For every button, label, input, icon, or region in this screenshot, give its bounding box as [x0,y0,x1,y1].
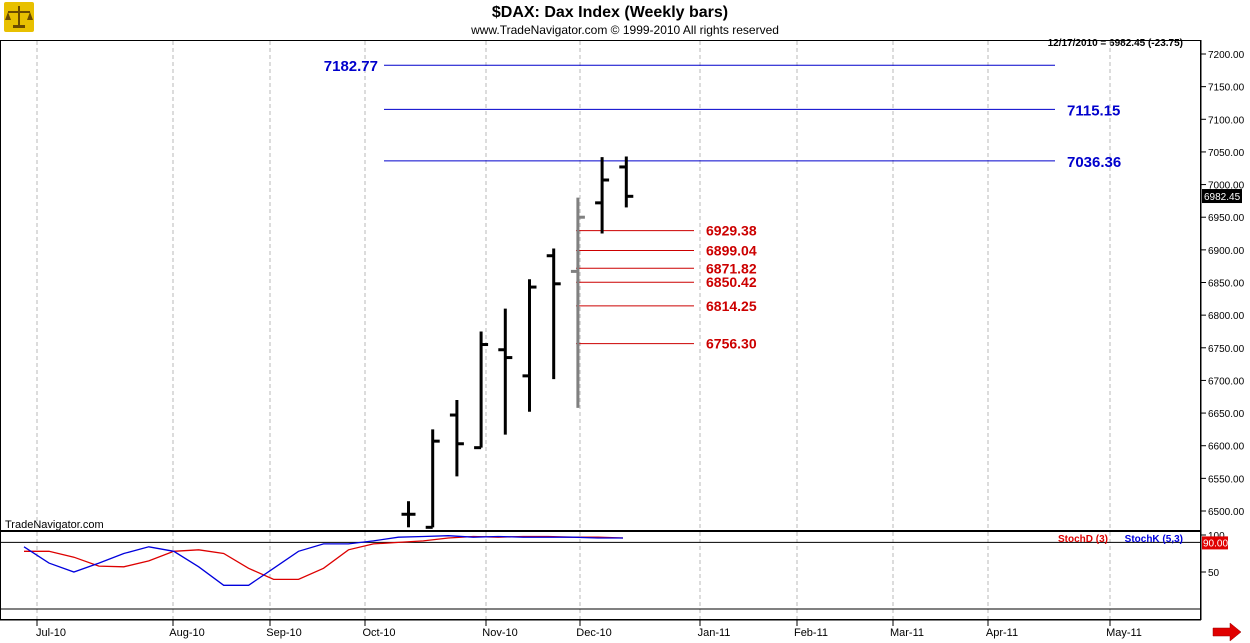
y-tick-label: 6700.00 [1208,376,1245,387]
indicator-panel-frame [0,531,1201,620]
price-levels: 7182.77 7115.15 7036.36 6929.38 6899.04 6871.… [324,58,1121,351]
x-tick-label: Apr-11 [986,627,1018,639]
price-bars [401,156,634,529]
red-level-label: 6850.42 [706,274,757,290]
y-tick-label: 6500.00 [1208,507,1245,518]
x-tick-label: May-11 [1106,627,1142,639]
ind-level-box [1202,536,1228,550]
last-price-box [1202,189,1242,204]
stoch-k-line [23,535,623,586]
blue-level-label: 7036.36 [1067,154,1121,171]
y-tick-label: 6750.00 [1208,344,1245,355]
x-tick-label: Oct-10 [362,627,395,639]
last-price-label: 6982.45 [1204,192,1241,203]
last-price-info: 12/17/2010 = 6982.45 (-23.75) [1048,38,1183,49]
x-tick-label: Jan-11 [698,627,731,639]
scroll-right-arrow-icon[interactable] [1212,622,1242,642]
indicator-lines [23,535,624,586]
y-tick-label: 7100.00 [1208,115,1245,126]
x-tick-label: Mar-11 [890,627,924,639]
legend-stoch-k: StochK (5,3) [1125,534,1183,545]
indicator-grid [1,532,1200,619]
y-tick-label: 6850.00 [1208,279,1245,290]
x-tick-label: Sep-10 [266,627,301,639]
y-tick-label: 6900.00 [1208,246,1245,257]
ind-level-label: 90.00 [1203,538,1228,549]
vertical-grid [36,41,1111,530]
red-level-label: 6756.30 [706,336,757,352]
blue-level-label: 7182.77 [324,58,378,75]
price-panel-frame [0,40,1201,531]
ind-y-tick-label: 50 [1208,568,1220,579]
y-tick-label: 6550.00 [1208,474,1245,485]
y-tick-label: 7000.00 [1208,181,1245,192]
y-tick-label: 7150.00 [1208,83,1245,94]
indicator-axis: 1005090.00 [1201,531,1228,579]
x-tick-label: Aug-10 [169,627,204,639]
x-tick-label: Feb-11 [794,627,828,639]
scale-logo-icon[interactable] [4,2,34,32]
time-axis: Jul-10 Aug-10 Sep-10 Oct-10 Nov-10 Dec-10 Jan-… [0,619,1201,639]
red-level-label: 6929.38 [706,223,757,239]
copyright-text: www.TradeNavigator.com © 1999-2010 All r… [470,23,779,37]
blue-level-label: 7115.15 [1067,102,1120,119]
y-tick-label: 7050.00 [1208,148,1245,159]
y-tick-label: 6950.00 [1208,213,1245,224]
price-axis: 6500.00 6550.00 6600.00 6650.00 6700.00 6750.… [1201,50,1245,518]
chart-title: $DAX: Dax Index (Weekly bars) [492,4,728,21]
legend-stoch-d: StochD (3) [1058,534,1108,545]
y-tick-label: 6800.00 [1208,311,1245,322]
red-level-label: 6899.04 [706,242,757,258]
red-level-label: 6814.25 [706,298,757,314]
watermark-text: TradeNavigator.com [5,519,104,531]
y-tick-label: 6600.00 [1208,442,1245,453]
indicator-legend: StochD (3) StochK (5,3) [1058,534,1183,545]
stoch-d-line [24,535,624,581]
x-tick-label: Nov-10 [482,627,517,639]
y-tick-label: 7200.00 [1208,50,1245,61]
x-tick-label: Dec-10 [576,627,611,639]
x-tick-label: Jul-10 [36,627,66,639]
y-tick-label: 6650.00 [1208,409,1245,420]
red-level-label: 6871.82 [706,260,757,276]
